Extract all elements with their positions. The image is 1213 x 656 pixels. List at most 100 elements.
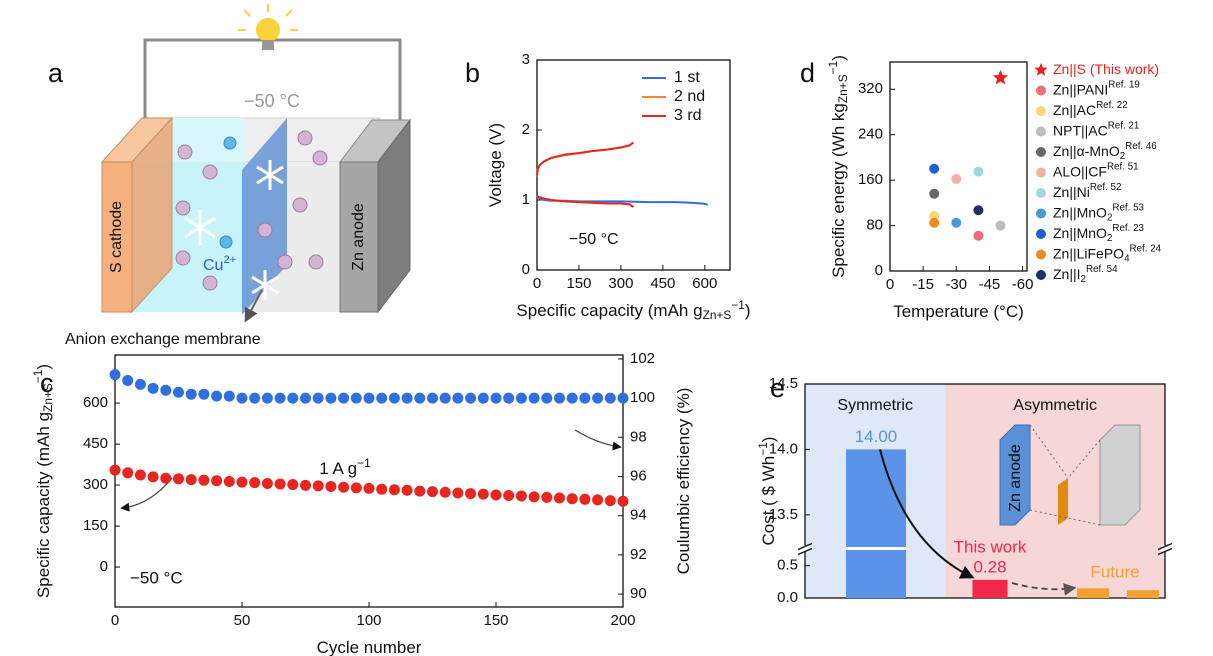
point	[300, 392, 311, 404]
y-tick-label: 160	[858, 171, 883, 188]
point	[109, 464, 121, 476]
point	[973, 166, 984, 177]
point	[439, 486, 451, 498]
bulb-rays	[238, 4, 298, 31]
text-part: Cycle number	[317, 638, 422, 656]
text-part: Ref. 52	[1090, 182, 1122, 193]
y-tick-label: 0	[875, 262, 883, 279]
point	[236, 392, 248, 404]
point	[427, 486, 438, 498]
point	[973, 230, 984, 241]
x-tick-label: 300	[608, 275, 633, 292]
x-tick-label: 600	[692, 275, 717, 292]
x-tick-label: 0	[886, 276, 894, 293]
text-part: Zn||S (This work)	[1053, 61, 1159, 77]
text-part: Specific capacity (mAh g	[34, 412, 53, 598]
y2-tick-label: 98	[630, 428, 647, 445]
y-tick-label: 13.5	[769, 506, 798, 523]
point	[401, 392, 413, 404]
text-part: 2+	[223, 254, 236, 266]
point	[363, 392, 375, 404]
point	[134, 469, 146, 481]
point	[452, 487, 464, 499]
point	[376, 483, 388, 495]
text-part: Zn||LiFePO	[1053, 245, 1124, 261]
inset-label: Zn anode	[1007, 444, 1024, 512]
y-axis-label: Voltage (V)	[486, 123, 505, 207]
y-tick-label: 0	[522, 261, 530, 278]
point	[929, 217, 940, 228]
membrane-label: Anion exchange membrane	[65, 331, 261, 348]
point	[122, 467, 134, 479]
text-part: −1	[31, 369, 45, 383]
particle	[312, 150, 328, 166]
particle	[257, 222, 273, 238]
annotation: This work	[954, 537, 1027, 556]
text-part: )	[759, 437, 778, 443]
point	[414, 485, 426, 497]
x-tick-label: 150	[483, 612, 508, 629]
point	[414, 392, 426, 404]
text-part: Cu	[203, 257, 223, 274]
point	[477, 392, 489, 404]
y2-tick-label: 90	[630, 585, 647, 602]
text-part: Zn+S	[703, 308, 732, 322]
point	[236, 476, 248, 488]
point	[465, 392, 477, 404]
point	[185, 388, 197, 400]
legend-marker	[1036, 188, 1046, 198]
text-part: Zn||PANI	[1053, 81, 1108, 97]
point	[173, 386, 184, 398]
particle	[202, 275, 218, 291]
point	[592, 494, 604, 506]
axis-break-gap	[801, 545, 809, 552]
panel-label: a	[48, 58, 64, 88]
point	[211, 475, 223, 487]
point	[515, 490, 527, 502]
particle	[202, 164, 218, 180]
point	[388, 484, 400, 496]
point	[249, 392, 261, 404]
point	[160, 472, 172, 484]
x-axis-label: Specific capacity (mAh gZn+S−1)	[516, 298, 750, 322]
text-part: )	[745, 301, 751, 320]
point	[147, 471, 159, 483]
bar	[846, 449, 906, 598]
panel-label: b	[465, 58, 480, 88]
text-part: Ref. 23	[1112, 223, 1144, 234]
point	[401, 484, 413, 496]
legend-label: Zn||ACRef. 22	[1053, 100, 1128, 118]
legend-marker	[1036, 208, 1046, 219]
cost-arrow	[879, 449, 975, 579]
legend-label: Zn||LiFePO4Ref. 24	[1053, 243, 1162, 264]
text-part: Ref. 19	[1108, 79, 1140, 90]
x-tick-label: 200	[610, 612, 635, 629]
y-tick-label: 320	[858, 80, 883, 97]
point	[579, 392, 591, 404]
value-label: 14.00	[855, 427, 898, 446]
axis-break-mark	[797, 542, 813, 556]
point	[350, 482, 362, 494]
point	[261, 477, 273, 489]
point	[338, 481, 350, 493]
y2-tick-label: 102	[630, 350, 655, 367]
legend-label: Zn||NiRef. 52	[1053, 182, 1121, 200]
point	[312, 480, 324, 492]
inset-cathode	[1099, 424, 1141, 526]
bar	[1077, 588, 1109, 598]
text-part: Ref. 22	[1096, 100, 1128, 111]
text-part: Ref. 46	[1125, 141, 1157, 152]
point	[211, 390, 223, 402]
y-tick-label: 3	[522, 51, 530, 68]
y-tick-label: 150	[83, 517, 108, 534]
text-part: Zn||AC	[1053, 102, 1096, 118]
particle	[292, 197, 308, 213]
point	[592, 392, 604, 404]
series-arrow	[574, 429, 622, 451]
legend-label: Zn||MnO2Ref. 53	[1053, 202, 1145, 223]
point	[528, 491, 540, 503]
x-tick-label: 0	[111, 612, 119, 629]
bulb	[256, 18, 280, 42]
text-part: −1	[756, 442, 770, 456]
